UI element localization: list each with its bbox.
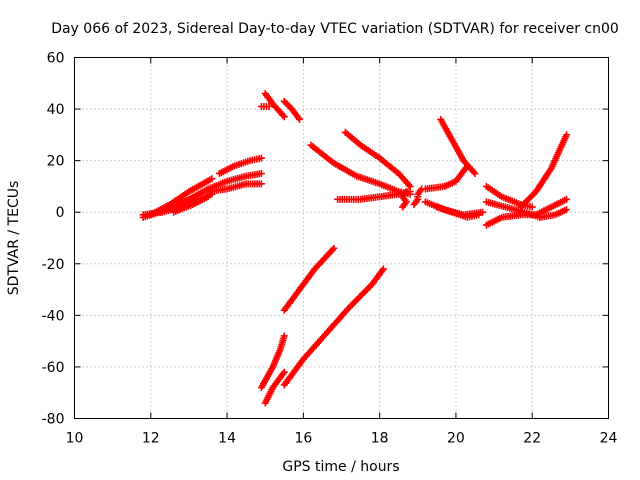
data-point — [330, 244, 338, 252]
data-series — [399, 188, 410, 211]
data-series — [341, 128, 414, 190]
data-point — [257, 170, 265, 178]
y-tick-label: 20 — [47, 154, 65, 170]
data-point — [402, 188, 410, 196]
data-series — [532, 195, 571, 219]
data-series — [280, 244, 338, 314]
y-tick-label: -80 — [42, 412, 65, 428]
data-series — [482, 198, 544, 221]
data-point — [280, 368, 288, 376]
data-series — [437, 115, 479, 178]
data-point — [475, 211, 483, 219]
data-series — [421, 162, 471, 193]
y-tick-label: 0 — [56, 205, 65, 221]
x-tick-label: 24 — [600, 431, 618, 447]
data-point — [257, 154, 265, 162]
data-point — [563, 206, 571, 214]
data-series — [433, 203, 483, 221]
grid — [74, 57, 609, 419]
y-tick-labels: -80 -60 -40 -20 0 20 40 60 — [42, 51, 65, 428]
data-series — [204, 180, 265, 196]
data-point — [528, 203, 536, 211]
data-series — [517, 131, 571, 211]
data-point — [471, 170, 479, 178]
data-series — [334, 188, 414, 203]
data-series — [280, 265, 387, 389]
data-markers — [139, 90, 571, 407]
y-tick-label: -20 — [42, 257, 65, 273]
data-point — [204, 193, 212, 201]
axis-ticks — [74, 57, 609, 419]
x-tick-label: 16 — [294, 431, 312, 447]
x-axis-label: GPS time / hours — [282, 459, 399, 475]
x-tick-label: 18 — [371, 431, 389, 447]
x-tick-label: 22 — [523, 431, 541, 447]
plot-frame — [74, 57, 609, 419]
data-series — [147, 175, 216, 219]
data-point — [265, 102, 273, 110]
x-tick-label: 12 — [142, 431, 160, 447]
y-tick-label: -40 — [42, 308, 65, 324]
data-point — [379, 265, 387, 273]
data-point — [563, 131, 571, 139]
y-tick-label: 60 — [47, 51, 65, 67]
data-point — [257, 180, 265, 188]
data-series — [170, 193, 212, 216]
x-tick-labels: 10 12 14 16 18 20 22 24 — [66, 431, 618, 447]
data-point — [280, 332, 288, 340]
data-series — [257, 332, 288, 392]
y-tick-label: 40 — [47, 102, 65, 118]
chart-title: Day 066 of 2023, Sidereal Day-to-day VTE… — [51, 21, 619, 37]
data-series — [215, 154, 265, 178]
x-tick-label: 10 — [66, 431, 84, 447]
data-point — [280, 113, 288, 121]
data-series — [536, 206, 571, 221]
data-point — [563, 195, 571, 203]
y-tick-label: -60 — [42, 360, 65, 376]
x-tick-label: 14 — [218, 431, 236, 447]
data-point — [296, 115, 304, 123]
y-axis-label: SDTVAR / TECUs — [6, 181, 22, 296]
data-series — [261, 90, 288, 121]
data-point — [479, 208, 487, 216]
data-series — [410, 185, 426, 208]
x-tick-label: 20 — [447, 431, 465, 447]
data-point — [208, 175, 216, 183]
data-series — [261, 368, 288, 407]
data-series — [257, 102, 273, 110]
data-series — [280, 97, 304, 123]
